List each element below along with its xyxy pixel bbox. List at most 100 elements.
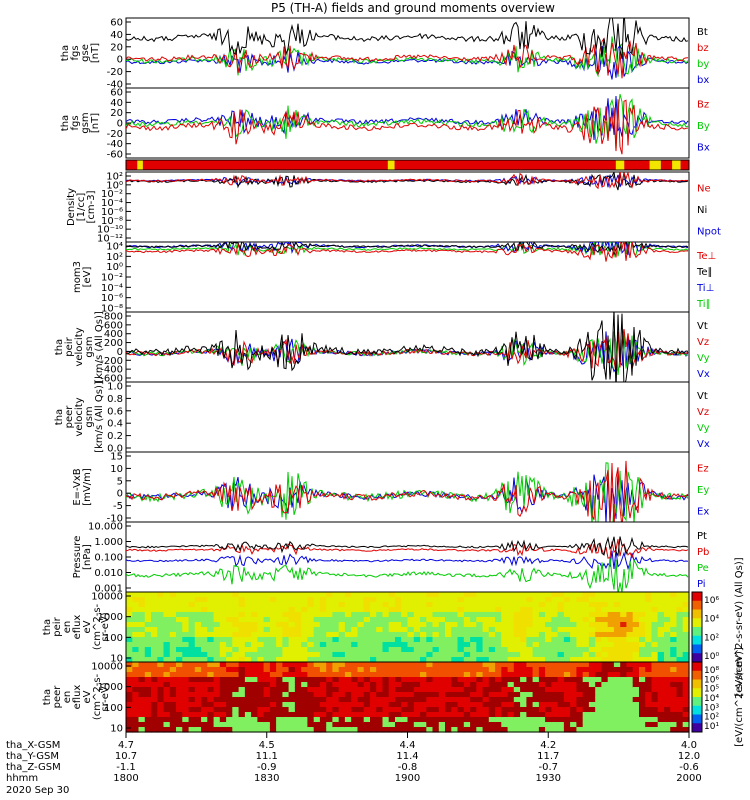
heatmap-cell (532, 707, 540, 713)
heatmap-cell (244, 667, 252, 673)
heatmap-cell (326, 657, 334, 663)
legend-Vy: Vy (697, 423, 710, 434)
heatmap-cell (513, 707, 521, 713)
x-value: 4.4 (400, 740, 416, 751)
heatmap-cell (526, 677, 534, 683)
heatmap-cell (363, 712, 371, 718)
heatmap-cell (501, 627, 509, 633)
heatmap-cell (282, 667, 290, 673)
heatmap-cell (438, 657, 446, 663)
legend-by: by (697, 59, 709, 70)
heatmap-cell (470, 647, 477, 653)
heatmap-cell (507, 687, 515, 693)
heatmap-cell (420, 702, 427, 708)
heatmap-cell (538, 647, 546, 653)
heatmap-cell (576, 722, 584, 728)
heatmap-cell (151, 707, 158, 713)
heatmap-cell (626, 722, 634, 728)
heatmap-cell (388, 702, 396, 708)
heatmap-cell (407, 707, 415, 713)
heatmap-cell (470, 707, 477, 713)
heatmap-cell (163, 717, 171, 723)
series-group (126, 312, 689, 382)
heatmap-cell (244, 682, 252, 688)
heatmap-cell (263, 702, 271, 708)
heatmap-cell (319, 677, 327, 683)
heatmap-cell (176, 617, 183, 623)
heatmap-cell (570, 727, 577, 733)
heatmap-cell (251, 697, 258, 703)
heatmap-cell (420, 667, 427, 673)
heatmap-cell (301, 697, 309, 703)
heatmap-cell (632, 727, 640, 733)
heatmap-cell (238, 677, 246, 683)
heatmap-cell (488, 597, 496, 603)
heatmap-cell (420, 632, 427, 638)
heatmap-cell (470, 632, 477, 638)
heatmap-cell (332, 682, 340, 688)
heatmap-cell (507, 697, 515, 703)
heatmap-cell (382, 592, 390, 598)
heatmap-cell (476, 712, 484, 718)
heatmap-cell (682, 687, 690, 693)
heatmap-cell (670, 632, 678, 638)
heatmap-cell (576, 667, 584, 673)
heatmap-cell (557, 702, 565, 708)
heatmap-cell (282, 722, 290, 728)
heatmap-cell (570, 697, 577, 703)
heatmap-cell (595, 622, 603, 628)
heatmap-cell (269, 632, 277, 638)
heatmap-cell (269, 617, 277, 623)
heatmap-cell (526, 727, 534, 733)
heatmap-cell (645, 717, 653, 723)
heatmap-cell (463, 602, 471, 608)
legend-Npot: Npot (697, 226, 721, 237)
heatmap-cell (538, 727, 546, 733)
heatmap-cell (213, 697, 221, 703)
heatmap-cell (276, 692, 283, 698)
heatmap-cell (188, 607, 196, 613)
heatmap-cell (301, 687, 309, 693)
heatmap-cell (126, 627, 133, 633)
heatmap-cell (319, 657, 327, 663)
colorbar-band (692, 592, 702, 602)
heatmap-cell (432, 667, 440, 673)
heatmap-cell (507, 612, 515, 618)
heatmap-cell (144, 672, 152, 678)
heatmap-cell (226, 612, 233, 618)
heatmap-cell (251, 597, 258, 603)
heatmap-cell (495, 647, 502, 653)
heatmap-cell (351, 642, 359, 648)
heatmap-cell (151, 677, 158, 683)
heatmap-cell (488, 652, 496, 658)
heatmap-cell (326, 712, 334, 718)
heatmap-cell (620, 597, 628, 603)
heatmap-cell (326, 607, 334, 613)
heatmap-cell (188, 682, 196, 688)
legend-bz: bz (697, 43, 709, 54)
heatmap-cell (501, 677, 509, 683)
heatmap-cell (357, 637, 365, 643)
heatmap-cell (338, 612, 346, 618)
heatmap-cell (463, 592, 471, 598)
colorbar-tick: 10⁴ (704, 615, 719, 625)
heatmap-cell (238, 722, 246, 728)
heatmap-cell (288, 617, 296, 623)
heatmap-cell (551, 677, 559, 683)
heatmap-cell (501, 672, 509, 678)
heatmap-cell (670, 627, 678, 633)
heatmap-cell (382, 602, 390, 608)
heatmap-cell (620, 657, 628, 663)
heatmap-cell (613, 627, 621, 633)
heatmap-cell (445, 632, 452, 638)
heatmap-cell (219, 637, 227, 643)
heatmap-cell (538, 642, 546, 648)
heatmap-cell (607, 602, 615, 608)
heatmap-cell (382, 727, 390, 733)
heatmap-cell (445, 622, 452, 628)
heatmap-cell (169, 707, 177, 713)
heatmap-cell (219, 722, 227, 728)
heatmap-cell (395, 642, 402, 648)
panel-2 (125, 159, 690, 171)
heatmap-cell (657, 707, 665, 713)
